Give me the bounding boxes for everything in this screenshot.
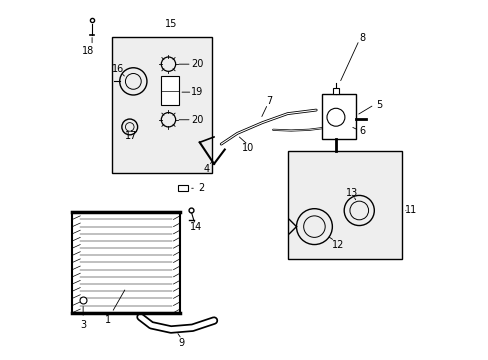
Bar xyxy=(161,76,178,105)
Text: 19: 19 xyxy=(191,87,203,97)
Bar xyxy=(287,151,402,259)
Text: 7: 7 xyxy=(266,96,272,106)
Text: 10: 10 xyxy=(242,143,254,153)
Text: 6: 6 xyxy=(359,126,365,135)
Bar xyxy=(112,37,212,173)
Text: 5: 5 xyxy=(375,100,381,110)
Text: 8: 8 xyxy=(359,33,365,43)
Text: 12: 12 xyxy=(331,239,343,249)
Text: 14: 14 xyxy=(189,222,202,232)
Text: 20: 20 xyxy=(191,59,203,69)
Text: 18: 18 xyxy=(82,46,95,56)
Text: 2: 2 xyxy=(198,183,204,193)
Text: 16: 16 xyxy=(112,64,124,74)
Text: 11: 11 xyxy=(404,206,417,216)
Bar xyxy=(321,94,355,139)
Text: 15: 15 xyxy=(164,19,177,29)
Text: 17: 17 xyxy=(125,131,138,141)
Text: 3: 3 xyxy=(80,320,86,330)
Text: 20: 20 xyxy=(191,115,203,125)
Bar xyxy=(72,212,180,313)
Text: 9: 9 xyxy=(178,338,184,348)
Text: 13: 13 xyxy=(345,188,358,198)
Text: 1: 1 xyxy=(105,315,111,325)
Bar xyxy=(178,185,188,192)
Text: 4: 4 xyxy=(203,164,209,174)
